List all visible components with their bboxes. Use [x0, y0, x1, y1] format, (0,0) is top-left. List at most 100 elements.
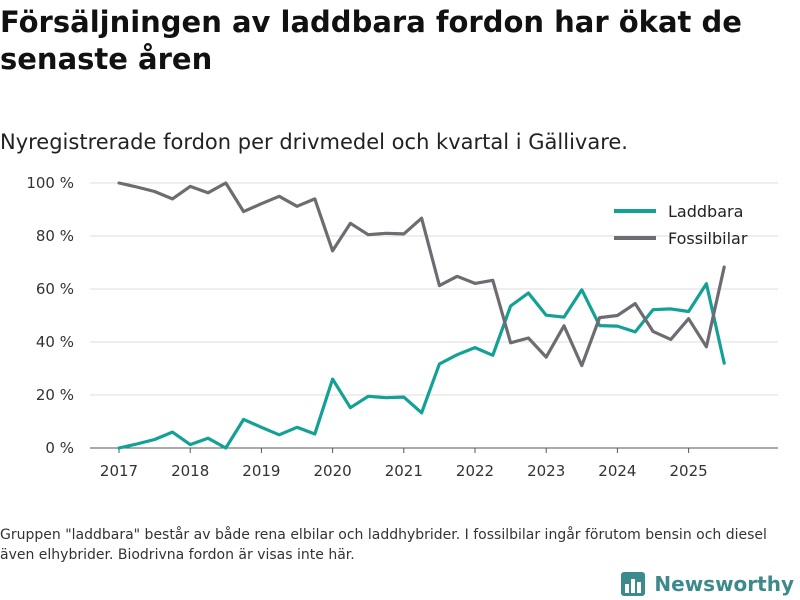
- data-point-fossilbilar: [487, 274, 499, 286]
- data-point-laddbara: [184, 439, 196, 451]
- data-point-fossilbilar: [344, 217, 356, 229]
- data-point-laddbara: [522, 287, 534, 299]
- x-tick-label: 2019: [242, 462, 280, 480]
- chart-title: Försäljningen av laddbara fordon har öka…: [0, 5, 742, 76]
- data-point-laddbara: [451, 349, 463, 361]
- data-point-fossilbilar: [238, 206, 250, 218]
- data-point-fossilbilar: [540, 351, 552, 363]
- data-point-laddbara: [309, 428, 321, 440]
- data-point-laddbara: [273, 429, 285, 441]
- y-axis-ticks: 0 % 20 % 40 % 60 % 80 % 100 %: [26, 174, 74, 457]
- data-point-laddbara: [362, 390, 374, 402]
- data-point-laddbara: [238, 413, 250, 425]
- data-point-fossilbilar: [416, 212, 428, 224]
- data-point-fossilbilar: [131, 181, 143, 193]
- data-point-laddbara: [611, 320, 623, 332]
- x-tick-label: 2025: [670, 462, 708, 480]
- newsworthy-logo[interactable]: Newsworthy: [621, 568, 794, 600]
- x-tick-label: 2022: [456, 462, 494, 480]
- data-point-laddbara: [131, 438, 143, 450]
- y-tick-label: 100 %: [26, 174, 74, 192]
- data-point-laddbara: [433, 358, 445, 370]
- data-point-fossilbilar: [291, 200, 303, 212]
- data-point-laddbara: [416, 407, 428, 419]
- legend-label: Laddbara: [668, 202, 743, 221]
- data-point-fossilbilar: [273, 190, 285, 202]
- legend-item-laddbara[interactable]: Laddbara: [614, 202, 743, 221]
- x-tick-label: 2018: [171, 462, 209, 480]
- data-point-fossilbilar: [398, 228, 410, 240]
- series-line-laddbara: [117, 282, 726, 450]
- x-tick-label: 2021: [385, 462, 423, 480]
- y-tick-label: 0 %: [45, 439, 74, 457]
- data-point-fossilbilar: [220, 177, 232, 189]
- data-point-laddbara: [344, 402, 356, 414]
- x-axis-ticks: 2017 2018 2019 2020 2021 2022 2023 2024 2025: [100, 448, 708, 480]
- data-point-fossilbilar: [665, 333, 677, 345]
- newsworthy-logo-icon: [621, 572, 646, 596]
- data-point-fossilbilar: [594, 312, 606, 324]
- data-point-laddbara: [576, 284, 588, 296]
- data-point-fossilbilar: [629, 298, 641, 310]
- data-point-laddbara: [718, 357, 730, 369]
- data-point-laddbara: [665, 303, 677, 315]
- x-tick-label: 2023: [527, 462, 565, 480]
- data-point-fossilbilar: [255, 198, 267, 210]
- gridlines: [90, 182, 778, 449]
- data-point-laddbara: [166, 426, 178, 438]
- y-tick-label: 20 %: [36, 386, 74, 404]
- data-point-fossilbilar: [202, 187, 214, 199]
- data-point-laddbara: [255, 421, 267, 433]
- data-point-laddbara: [469, 342, 481, 354]
- data-point-fossilbilar: [451, 270, 463, 282]
- data-point-laddbara: [700, 278, 712, 290]
- data-point-laddbara: [487, 349, 499, 361]
- data-point-fossilbilar: [700, 341, 712, 353]
- data-point-laddbara: [113, 442, 125, 454]
- data-point-laddbara: [202, 432, 214, 444]
- y-tick-label: 40 %: [36, 333, 74, 351]
- data-point-fossilbilar: [380, 227, 392, 239]
- series-lines: [113, 177, 730, 454]
- data-point-laddbara: [647, 304, 659, 316]
- data-point-fossilbilar: [184, 180, 196, 192]
- data-point-fossilbilar: [166, 193, 178, 205]
- legend-label: Fossilbilar: [668, 229, 748, 248]
- y-tick-label: 80 %: [36, 227, 74, 245]
- series-line-fossilbilar: [117, 181, 726, 368]
- x-tick-label: 2024: [598, 462, 636, 480]
- legend-item-fossilbilar[interactable]: Fossilbilar: [614, 229, 748, 248]
- x-tick-label: 2020: [314, 462, 352, 480]
- x-tick-label: 2017: [100, 462, 138, 480]
- line-chart: 0 % 20 % 40 % 60 % 80 % 100 % 2017 2018 2019 202…: [26, 174, 778, 480]
- data-point-fossilbilar: [113, 177, 125, 189]
- data-point-fossilbilar: [718, 261, 730, 273]
- data-point-fossilbilar: [647, 325, 659, 337]
- chart-subtitle: Nyregistrerade fordon per drivmedel och …: [0, 130, 628, 154]
- data-point-fossilbilar: [611, 310, 623, 322]
- data-point-laddbara: [291, 421, 303, 433]
- data-point-laddbara: [149, 434, 161, 446]
- data-point-laddbara: [505, 300, 517, 312]
- data-point-fossilbilar: [505, 337, 517, 349]
- data-point-laddbara: [540, 309, 552, 321]
- data-point-fossilbilar: [362, 229, 374, 241]
- data-point-fossilbilar: [576, 360, 588, 372]
- legend: Laddbara Fossilbilar: [614, 202, 748, 248]
- data-point-fossilbilar: [149, 185, 161, 197]
- data-point-fossilbilar: [683, 313, 695, 325]
- data-point-laddbara: [380, 392, 392, 404]
- newsworthy-logo-text: Newsworthy: [654, 572, 794, 596]
- data-point-fossilbilar: [558, 320, 570, 332]
- data-point-laddbara: [629, 326, 641, 338]
- data-point-laddbara: [327, 373, 339, 385]
- data-point-fossilbilar: [433, 280, 445, 292]
- data-point-fossilbilar: [309, 193, 321, 205]
- footnote: Gruppen "laddbara" består av både rena e…: [0, 527, 767, 563]
- data-point-fossilbilar: [522, 332, 534, 344]
- data-point-laddbara: [220, 442, 232, 454]
- data-point-fossilbilar: [469, 277, 481, 289]
- data-point-laddbara: [398, 391, 410, 403]
- data-point-fossilbilar: [327, 245, 339, 257]
- y-tick-label: 60 %: [36, 280, 74, 298]
